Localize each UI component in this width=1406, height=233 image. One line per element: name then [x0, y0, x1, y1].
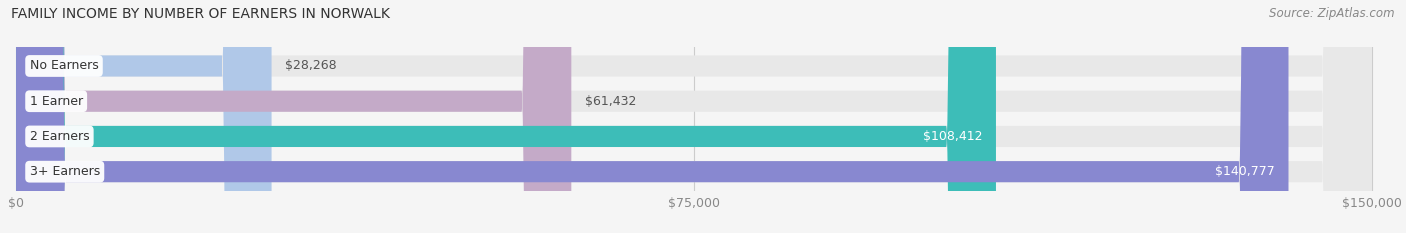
FancyBboxPatch shape: [15, 0, 995, 233]
FancyBboxPatch shape: [15, 0, 1372, 233]
Text: FAMILY INCOME BY NUMBER OF EARNERS IN NORWALK: FAMILY INCOME BY NUMBER OF EARNERS IN NO…: [11, 7, 389, 21]
Text: 1 Earner: 1 Earner: [30, 95, 83, 108]
FancyBboxPatch shape: [15, 0, 571, 233]
Text: Source: ZipAtlas.com: Source: ZipAtlas.com: [1270, 7, 1395, 20]
Text: $140,777: $140,777: [1215, 165, 1275, 178]
FancyBboxPatch shape: [15, 0, 1372, 233]
FancyBboxPatch shape: [15, 0, 1372, 233]
FancyBboxPatch shape: [15, 0, 271, 233]
FancyBboxPatch shape: [15, 0, 1288, 233]
Text: $108,412: $108,412: [922, 130, 983, 143]
Text: No Earners: No Earners: [30, 59, 98, 72]
Text: $61,432: $61,432: [585, 95, 637, 108]
Text: $28,268: $28,268: [285, 59, 337, 72]
Text: 3+ Earners: 3+ Earners: [30, 165, 100, 178]
FancyBboxPatch shape: [15, 0, 1372, 233]
Text: 2 Earners: 2 Earners: [30, 130, 89, 143]
